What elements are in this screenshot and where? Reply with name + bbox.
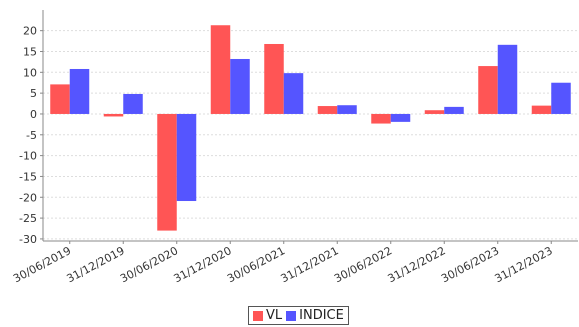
bar-indice-7 — [444, 106, 464, 114]
bar-vl-2 — [157, 113, 177, 231]
bar-vl-4 — [264, 43, 284, 114]
y-tick-label: 15 — [23, 45, 37, 58]
bar-vl-1 — [103, 113, 124, 117]
x-tick-labels: 30/06/201931/12/201930/06/202031/12/2020… — [11, 244, 555, 285]
bar-indice-3 — [230, 58, 250, 114]
y-tick-label: 20 — [23, 25, 37, 38]
x-tick-label: 31/12/2019 — [65, 244, 127, 285]
bars — [50, 25, 571, 231]
legend-item-vl: VL — [253, 308, 282, 323]
bar-indice-8 — [497, 44, 518, 114]
x-tick-label: 30/06/2023 — [439, 244, 501, 285]
y-tick-label: 0 — [30, 108, 37, 121]
bar-vl-7 — [424, 110, 445, 114]
bar-indice-5 — [337, 105, 357, 114]
y-tick-labels: -30 -25 -20 -15 -10 -5 0 5 10 15 20 — [19, 25, 37, 246]
bar-indice-9 — [551, 82, 571, 114]
y-tick-label: -25 — [19, 212, 37, 225]
bar-vl-8 — [478, 66, 498, 114]
x-tick-label: 31/12/2020 — [172, 244, 234, 285]
legend-item-indice: INDICE — [286, 308, 344, 323]
y-tick-label: -10 — [19, 150, 37, 163]
x-tick-label: 30/06/2022 — [332, 244, 394, 285]
y-tick-label: -20 — [19, 191, 37, 204]
y-tick-label: -15 — [19, 170, 37, 183]
legend: VL INDICE — [248, 306, 349, 325]
bar-indice-2 — [176, 113, 197, 202]
legend-label-vl: VL — [266, 308, 283, 323]
y-tick-label: 10 — [23, 66, 37, 79]
bar-indice-4 — [283, 73, 304, 114]
bar-indice-6 — [390, 113, 411, 122]
x-tick-label: 31/12/2022 — [386, 244, 448, 285]
legend-swatch-indice — [286, 310, 297, 321]
x-tick-label: 30/06/2021 — [225, 244, 287, 285]
x-tick-label: 31/12/2021 — [279, 244, 341, 285]
bar-indice-1 — [123, 93, 143, 114]
legend-label-indice: INDICE — [299, 308, 344, 323]
legend-swatch-vl — [253, 310, 263, 321]
bar-vl-3 — [210, 25, 231, 114]
bar-indice-0 — [69, 68, 90, 114]
x-tick-label: 30/06/2019 — [11, 244, 73, 285]
y-tick-label: -5 — [26, 129, 37, 142]
x-tick-label: 30/06/2020 — [118, 244, 180, 285]
axes — [40, 10, 578, 244]
bar-vl-9 — [531, 105, 552, 114]
bar-vl-5 — [317, 106, 338, 114]
y-tick-label: -30 — [19, 233, 37, 246]
x-tick-label: 31/12/2023 — [493, 244, 555, 285]
bar-vl-6 — [371, 113, 391, 124]
y-tick-label: 5 — [30, 87, 37, 100]
bar-vl-0 — [50, 84, 70, 114]
